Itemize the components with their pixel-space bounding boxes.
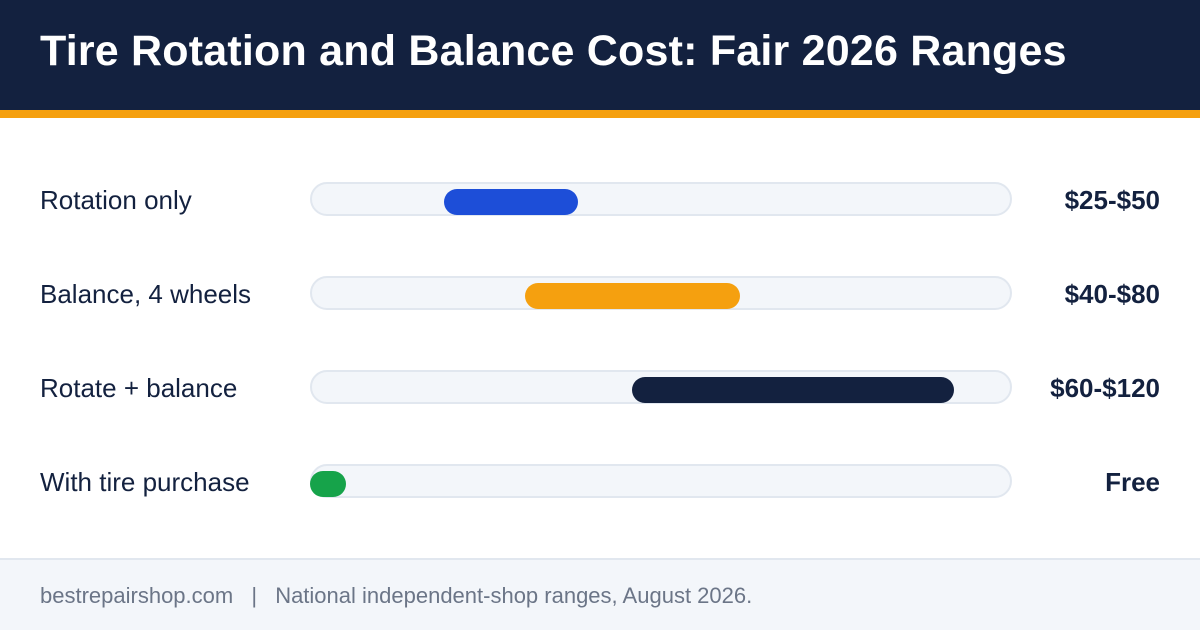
category-label: With tire purchase	[40, 467, 250, 497]
footer-note: National independent-shop ranges, August…	[275, 583, 753, 608]
page-title: Tire Rotation and Balance Cost: Fair 202…	[40, 27, 1067, 75]
accent-stripe	[0, 110, 1200, 118]
range-value-label: Free	[1105, 467, 1160, 497]
footer-site: bestrepairshop.com	[40, 583, 234, 608]
chart-row: Rotate + balance $60-$120	[0, 368, 1200, 408]
footer-text: bestrepairshop.com | National independen…	[40, 582, 752, 610]
range-track	[310, 182, 1012, 216]
chart-row: Rotation only $25-$50	[0, 180, 1200, 220]
range-value-label: $25-$50	[1064, 185, 1160, 215]
range-bar	[310, 471, 346, 497]
range-bar	[444, 189, 579, 215]
chart-row: With tire purchase Free	[0, 462, 1200, 502]
footer: bestrepairshop.com | National independen…	[0, 558, 1200, 630]
chart-row: Balance, 4 wheels $40-$80	[0, 274, 1200, 314]
range-track	[310, 464, 1012, 498]
category-label: Rotate + balance	[40, 373, 238, 403]
range-bar	[524, 283, 740, 309]
range-value-label: $60-$120	[1050, 373, 1160, 403]
category-label: Balance, 4 wheels	[40, 279, 252, 309]
range-value-label: $40-$80	[1064, 279, 1160, 309]
header-banner: Tire Rotation and Balance Cost: Fair 202…	[0, 0, 1200, 110]
range-track	[310, 276, 1012, 310]
footer-separator: |	[251, 583, 258, 608]
category-label: Rotation only	[40, 185, 192, 215]
range-track	[310, 370, 1012, 404]
range-bar	[632, 377, 955, 403]
